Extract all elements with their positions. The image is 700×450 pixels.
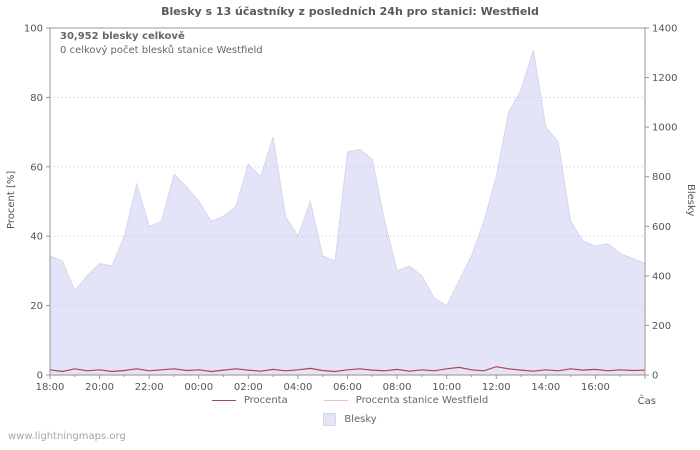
blesky-area-series xyxy=(49,50,646,376)
legend-item-blesky: Blesky xyxy=(323,413,377,426)
x-tick-label: 14:00 xyxy=(531,382,560,393)
blesky-area-swatch xyxy=(323,413,337,426)
x-tick-label: 06:00 xyxy=(333,382,362,393)
legend-row-lines: Procenta Procenta stanice Westfield xyxy=(0,395,700,406)
y-right-tick-label: 400 xyxy=(652,271,671,282)
y-right-tick-label: 1000 xyxy=(652,123,677,134)
legend-item-procenta-westfield: Procenta stanice Westfield xyxy=(323,395,489,406)
procenta-line-series xyxy=(49,366,646,373)
y-left-tick-label: 80 xyxy=(30,93,43,104)
x-tick-label: 22:00 xyxy=(135,382,164,393)
y-axis-right-label: Blesky xyxy=(685,183,696,217)
x-tick-label: 12:00 xyxy=(482,382,511,393)
legend-item-procenta: Procenta xyxy=(211,395,288,406)
y-axis-left-label: Procent [%] xyxy=(6,170,17,230)
westfield-line-swatch xyxy=(323,400,348,401)
x-tick-label: 18:00 xyxy=(36,382,65,393)
x-tick-label: 04:00 xyxy=(284,382,313,393)
y-right-tick-label: 800 xyxy=(652,172,671,183)
x-tick-label: 00:00 xyxy=(184,382,213,393)
x-axis-label: Čas xyxy=(637,396,656,407)
y-left-tick-label: 0 xyxy=(37,371,43,382)
procenta-line-swatch xyxy=(211,400,236,401)
y-left-tick-label: 40 xyxy=(30,232,43,243)
y-right-tick-label: 600 xyxy=(652,222,671,233)
x-tick-label: 10:00 xyxy=(432,382,461,393)
x-tick-label: 02:00 xyxy=(234,382,263,393)
y-left-tick-label: 100 xyxy=(24,24,43,35)
legend-row-area: Blesky xyxy=(0,413,700,426)
x-tick-label: 20:00 xyxy=(85,382,114,393)
legend-label-procenta-westfield: Procenta stanice Westfield xyxy=(355,395,489,406)
watermark: www.lightningmaps.org xyxy=(8,431,126,442)
x-tick-label: 16:00 xyxy=(581,382,610,393)
y-right-tick-label: 1400 xyxy=(652,24,677,35)
chart-title: Blesky s 13 účastníky z posledních 24h p… xyxy=(161,5,539,18)
legend-label-procenta: Procenta xyxy=(243,395,288,406)
y-right-tick-label: 0 xyxy=(652,371,658,382)
legend-label-blesky: Blesky xyxy=(344,414,377,425)
x-tick-label: 08:00 xyxy=(383,382,412,393)
y-left-tick-label: 20 xyxy=(30,301,43,312)
station-total-annotation: 0 celkový počet blesků stanice Westfield xyxy=(60,45,263,56)
total-strikes-annotation: 30,952 blesky celkově xyxy=(60,31,185,42)
legend: Procenta Procenta stanice Westfield Bles… xyxy=(0,395,700,433)
y-left-tick-label: 60 xyxy=(30,162,43,173)
y-right-tick-label: 1200 xyxy=(652,73,677,84)
y-right-tick-label: 200 xyxy=(652,321,671,332)
